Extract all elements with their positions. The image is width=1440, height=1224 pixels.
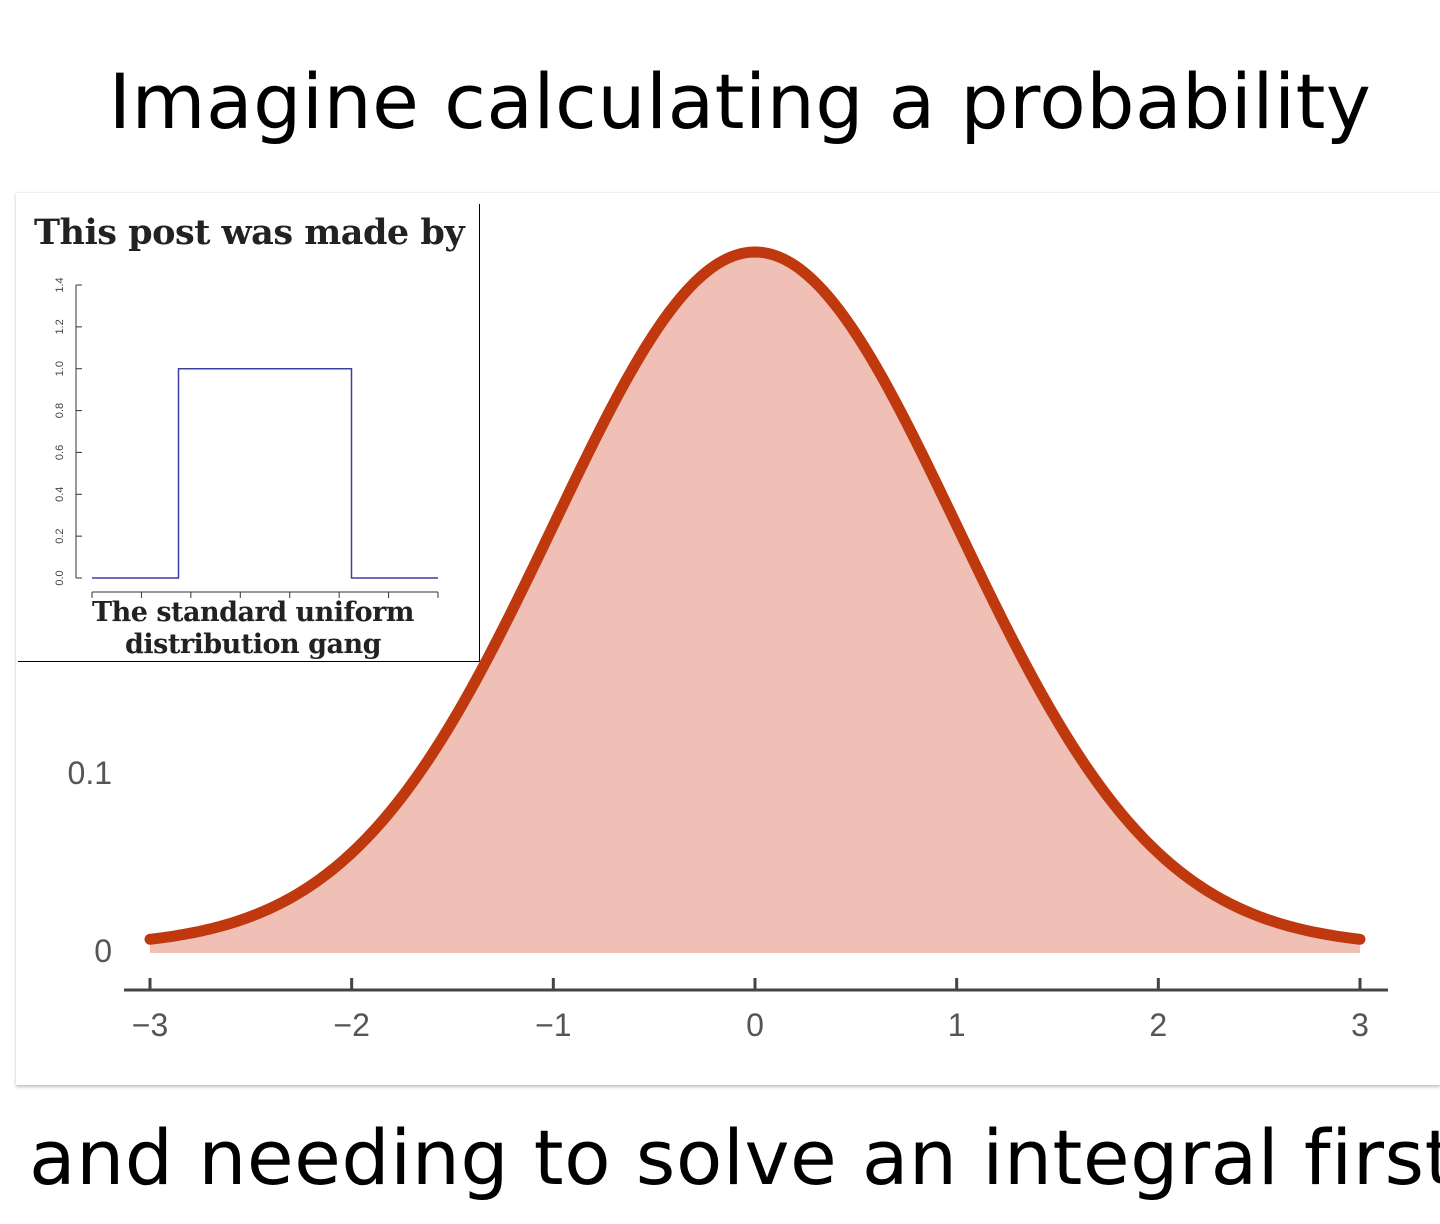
top-caption: Imagine calculating a probability: [108, 57, 1372, 146]
inset-caption-line2: distribution gang: [125, 629, 381, 660]
uniform-distribution-chart: 0.0 0.2 0.4 0.6 0.8 1.0 1.2 1.4: [54, 277, 439, 598]
inset-y-axis: 0.0 0.2 0.4 0.6 0.8 1.0 1.2 1.4: [54, 277, 82, 586]
inset-y-tick-label: 1.4: [54, 277, 66, 292]
x-tick-label: 0: [746, 1007, 764, 1043]
inset-caption: The standard uniform distribution gang: [78, 597, 428, 661]
normal-curve-line: [144, 246, 1366, 945]
inset-y-tick-label: 0.6: [54, 445, 66, 460]
inset-y-tick-label: 0.4: [54, 487, 66, 502]
inset-caption-line1: The standard uniform: [92, 597, 414, 628]
y-tick-label: 0: [94, 933, 112, 969]
x-tick-label: −2: [333, 1007, 369, 1043]
x-tick-label: 3: [1351, 1007, 1369, 1043]
inset-y-tick-label: 0.2: [54, 528, 66, 543]
inset-title: This post was made by: [34, 212, 465, 253]
x-tick-label: 2: [1149, 1007, 1167, 1043]
inset-y-tick-label: 1.2: [54, 319, 66, 334]
inset-y-tick-label: 0.0: [54, 570, 66, 585]
inset-y-tick-label: 0.8: [54, 403, 66, 418]
x-tick-label: −1: [535, 1007, 571, 1043]
inset-y-tick-label: 1.0: [54, 361, 66, 376]
y-tick-label: 0.1: [68, 755, 112, 791]
x-tick-label: −3: [132, 1007, 168, 1043]
y-axis-tick-labels: 00.1: [68, 755, 112, 969]
bottom-caption: and needing to solve an integral first: [29, 1113, 1440, 1202]
uniform-density-line: [92, 367, 438, 579]
inset-panel: This post was made by 0.0 0.2 0.4 0.6 0.8 1.0…: [18, 204, 480, 662]
x-tick-label: 1: [948, 1007, 966, 1043]
normal-curve-area: [150, 252, 1360, 953]
inset-x-axis: [91, 591, 439, 598]
x-axis-ticks: −3 −2 −1 0 1 2 3: [132, 978, 1369, 1043]
